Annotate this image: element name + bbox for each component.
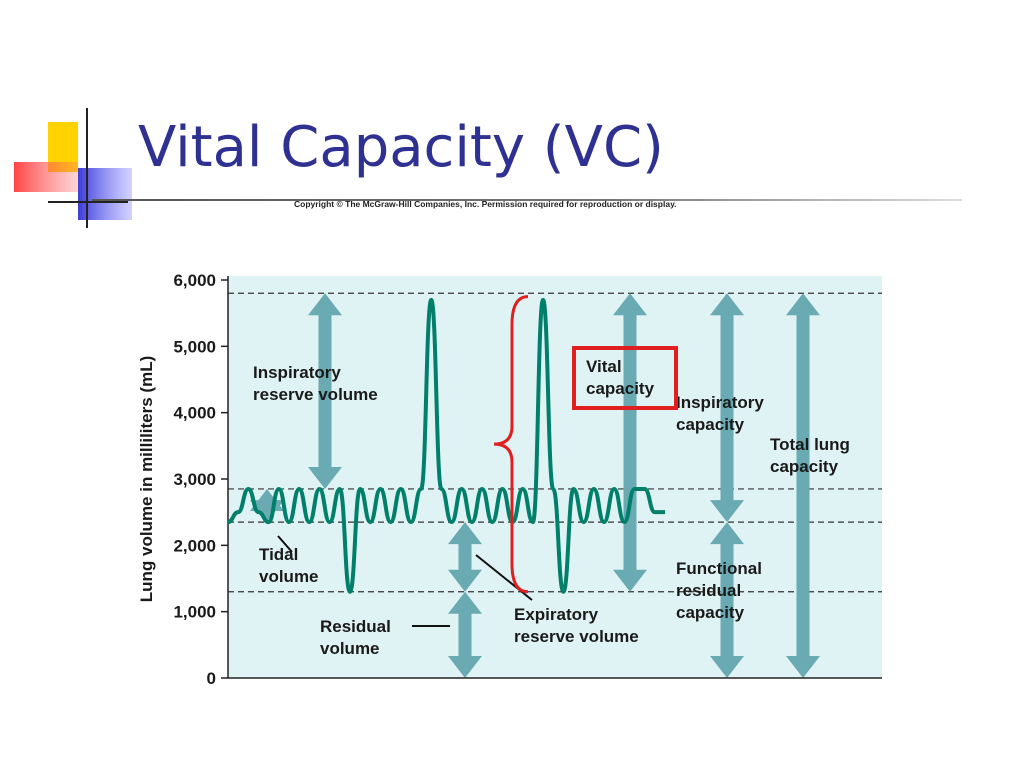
label-frc: Functional residual capacity — [676, 559, 762, 622]
label-ic-line: capacity — [676, 415, 745, 434]
y-tick-label: 2,000 — [173, 536, 216, 555]
lung-volume-chart: 0 1,000 2,000 3,000 4,000 5,000 6,000 Lung volu… — [137, 271, 882, 688]
plot-background — [228, 276, 882, 678]
slide-title: Vital Capacity (VC) — [138, 115, 664, 180]
slide-logo-decoration — [14, 108, 132, 228]
title-underline — [92, 199, 962, 201]
label-erv-line: reserve volume — [514, 627, 639, 646]
y-axis-label: Lung volume in milliliters (mL) — [137, 356, 156, 603]
arrow-inspiratory-capacity — [710, 293, 744, 523]
tidal-pointer-line — [277, 535, 293, 553]
label-residual: Residual volume — [320, 617, 391, 658]
label-tlc-line: Total lung — [770, 435, 850, 454]
erv-pointer-line — [475, 554, 533, 601]
vital-capacity-highlight-box — [572, 346, 678, 410]
arrow-residual-volume — [448, 591, 482, 678]
arrow-tidal-volume — [250, 488, 284, 523]
label-erv: Expiratory reserve volume — [514, 605, 639, 646]
label-tlc: Total lung capacity — [770, 435, 850, 476]
y-tick-label: 4,000 — [173, 404, 216, 423]
arrow-inspiratory-reserve-volume — [308, 293, 342, 489]
label-irv: Inspiratory reserve volume — [253, 363, 378, 404]
copyright-notice: Copyright © The McGraw-Hill Companies, I… — [294, 199, 677, 209]
y-tick-label: 1,000 — [173, 603, 216, 622]
y-tick-label: 6,000 — [173, 271, 216, 290]
label-vital-line: Vital — [586, 357, 622, 376]
label-residual-line: volume — [320, 639, 380, 658]
breathing-trace — [227, 297, 665, 594]
label-erv-line: Expiratory — [514, 605, 599, 624]
arrow-vital-capacity — [613, 293, 647, 592]
label-ic-line: Inspiratory — [676, 393, 764, 412]
label-frc-line: capacity — [676, 603, 745, 622]
label-vital-line: capacity — [586, 379, 655, 398]
label-frc-line: residual — [676, 581, 741, 600]
label-frc-line: Functional — [676, 559, 762, 578]
arrow-functional-residual-capacity — [710, 522, 744, 678]
arrow-total-lung-capacity — [786, 293, 820, 678]
label-residual-line: Residual — [320, 617, 391, 636]
label-irv-line: reserve volume — [253, 385, 378, 404]
label-ic: Inspiratory capacity — [676, 393, 764, 434]
y-tick-label: 0 — [207, 669, 216, 688]
label-tidal-line: Tidal — [259, 545, 298, 564]
label-tidal-line: volume — [259, 567, 319, 586]
label-tidal: Tidal volume — [259, 545, 319, 586]
logo-red-bar — [14, 162, 78, 192]
y-tick-label: 5,000 — [173, 337, 216, 356]
label-tlc-line: capacity — [770, 457, 839, 476]
y-tick-label: 3,000 — [173, 470, 216, 489]
label-vital: Vital capacity — [586, 357, 655, 398]
label-irv-line: Inspiratory — [253, 363, 341, 382]
vital-capacity-bracket — [493, 295, 529, 594]
arrow-expiratory-reserve-volume — [448, 522, 482, 592]
